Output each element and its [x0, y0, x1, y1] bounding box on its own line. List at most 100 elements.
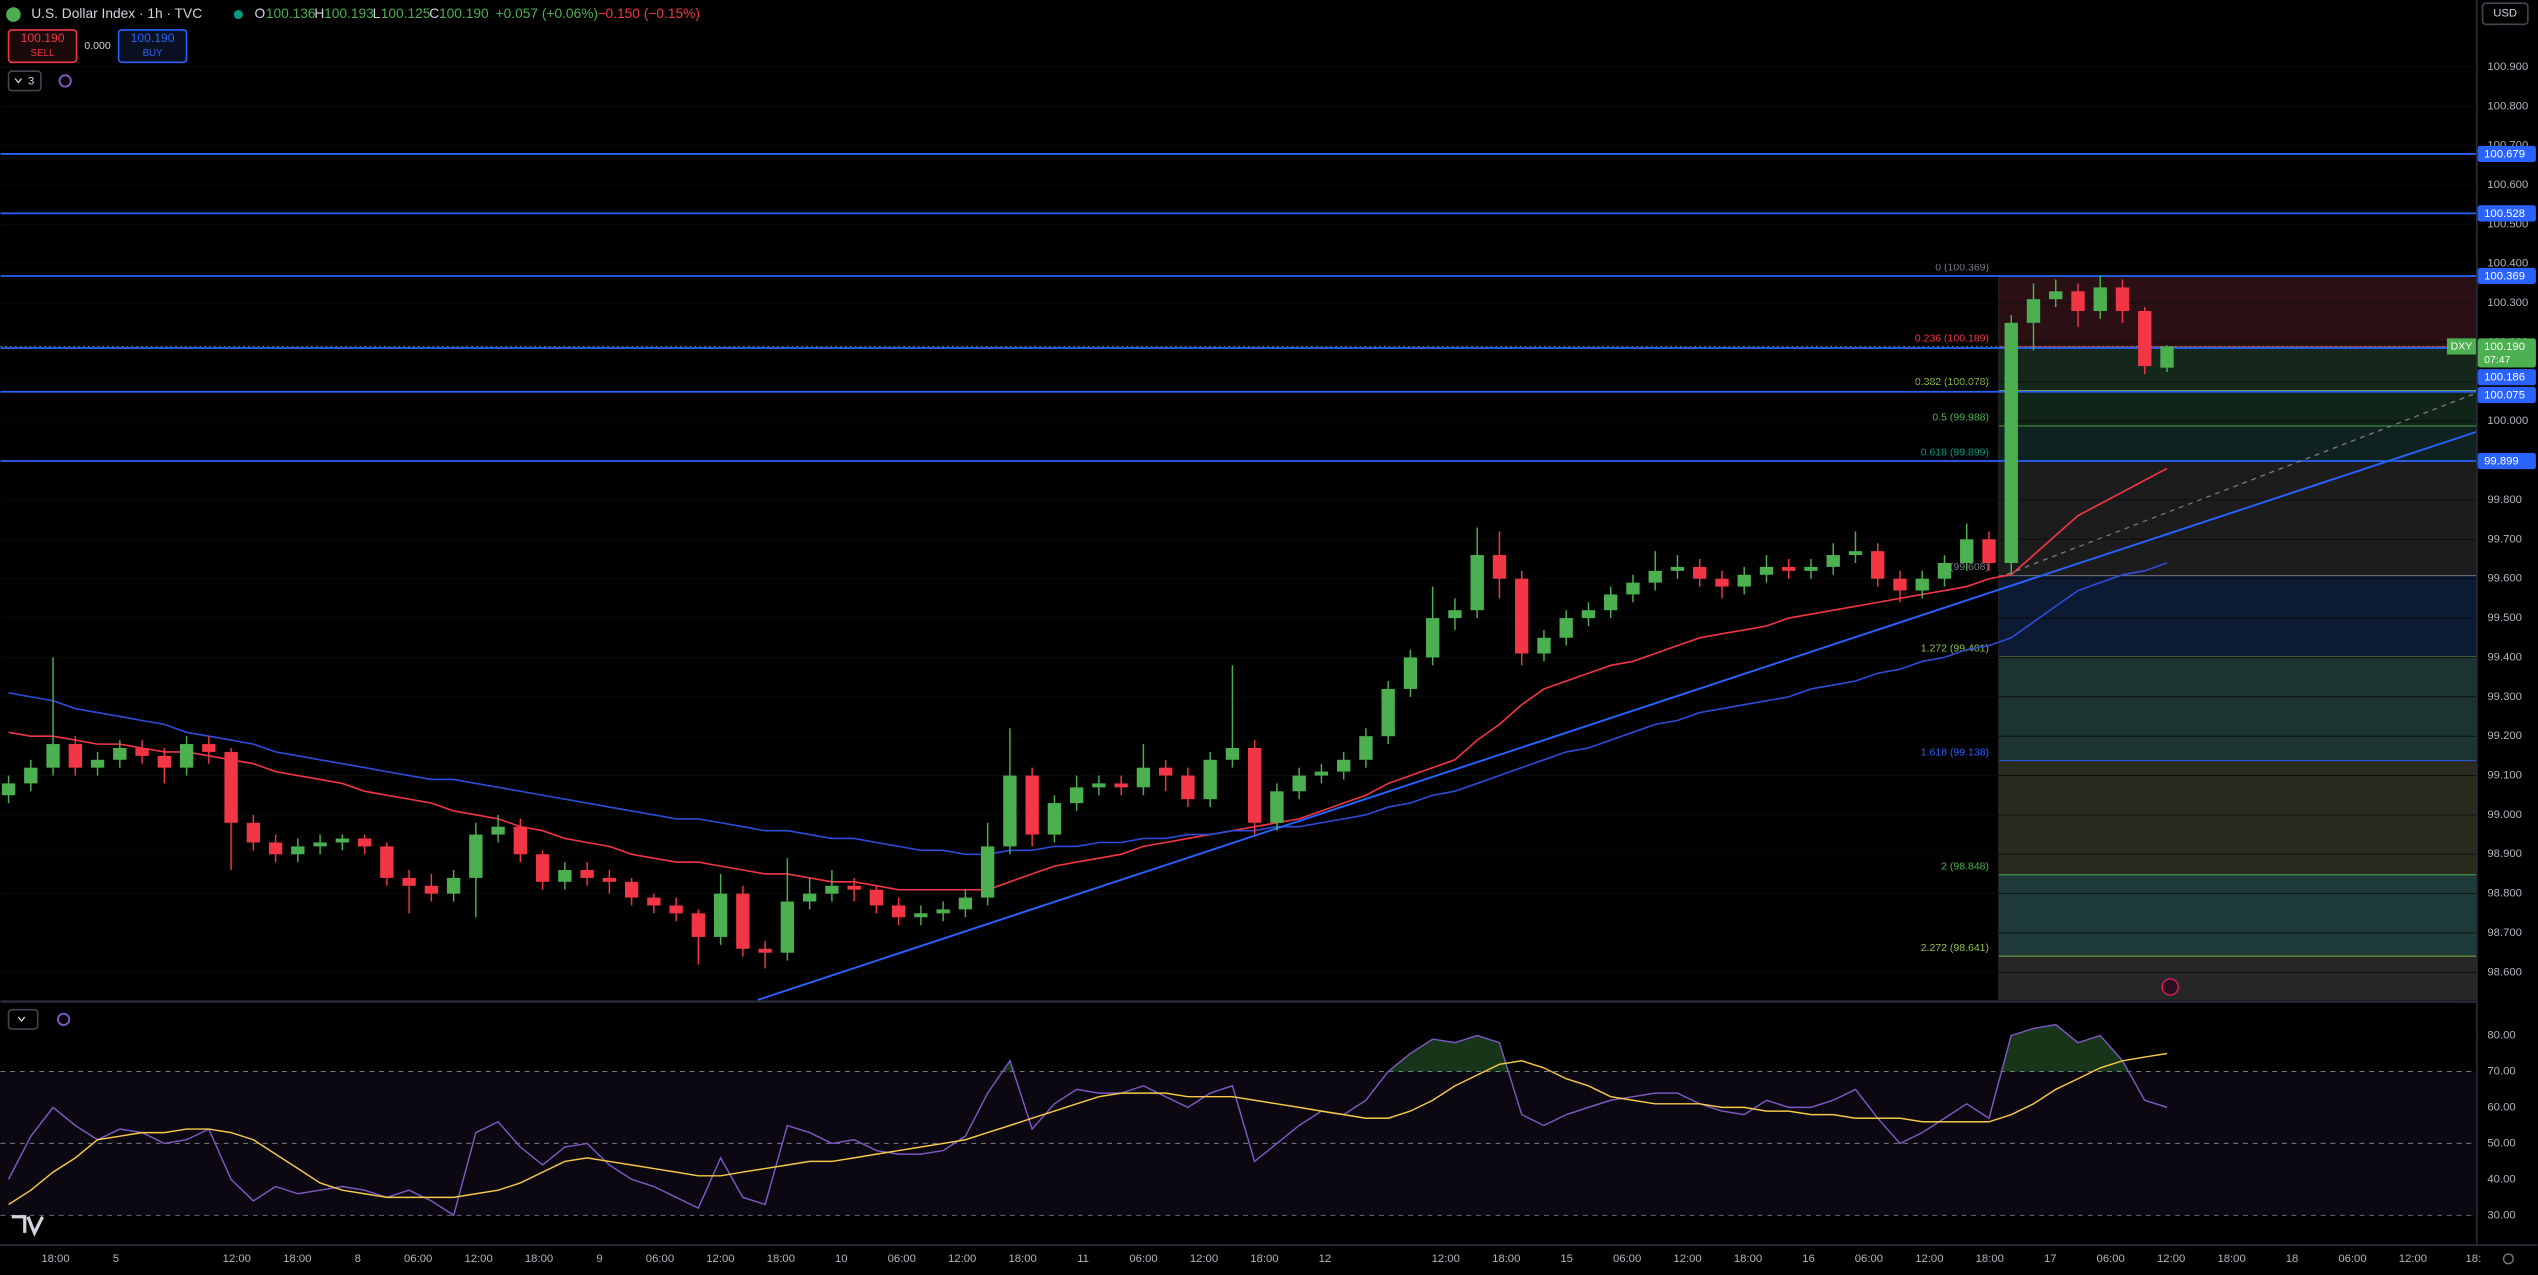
ohlc-low: 100.125 [381, 6, 431, 21]
price-tag [2477, 452, 2536, 470]
fib-label: 0.618 (99.899) [1921, 447, 1989, 459]
x-tick-label: 12 [1319, 1253, 1332, 1265]
candle-body [1804, 566, 1818, 571]
chevron-icon [14, 78, 23, 84]
candle-body [313, 842, 327, 847]
candle-body [335, 838, 350, 843]
candle-body [1114, 783, 1128, 788]
candle-body [914, 913, 928, 918]
spread: 0.000 [84, 40, 110, 52]
x-tick-label: 06:00 [2338, 1253, 2366, 1265]
candle-body [802, 893, 817, 902]
candle-body [1982, 539, 1996, 563]
y-tick-label: 98.900 [2487, 848, 2522, 860]
x-tick-label: 06:00 [1855, 1253, 1883, 1265]
market-status [233, 10, 243, 20]
settings-icon[interactable] [2502, 1253, 2514, 1265]
candle-body [1314, 771, 1329, 776]
candle-body [357, 838, 372, 847]
buy-price[interactable]: 100.190 [131, 31, 175, 45]
candle-body [90, 759, 105, 768]
currency-box[interactable] [2481, 2, 2529, 26]
x-tick-label: 12:00 [948, 1253, 976, 1265]
buy-button[interactable]: 100.190 BUY [117, 29, 188, 64]
symbol-tag [2446, 338, 2477, 355]
candle-body [1648, 570, 1662, 583]
fib-layer: 0 (100.369)0.236 (100.189)0.382 (100.078… [1915, 262, 2477, 1000]
price-tag-label: 100.528 [2484, 208, 2525, 220]
price-axis-bg [2477, 0, 2538, 1275]
candle-body [1181, 775, 1195, 800]
candle-body [1292, 775, 1306, 792]
candle-body [1470, 555, 1484, 611]
x-tick-label: 12:00 [1915, 1253, 1943, 1265]
x-tick-label: 18:00 [1008, 1253, 1036, 1265]
rsi-toggle[interactable] [7, 1008, 39, 1030]
rsi-average [8, 1052, 2168, 1206]
x-tick-label: 12:00 [1190, 1253, 1218, 1265]
trend-line [757, 431, 2477, 1001]
x-tick-label: 18:00 [1734, 1253, 1762, 1265]
indicator-icon [56, 1012, 71, 1026]
y-tick-label: 100.600 [2487, 179, 2528, 191]
candle-body [402, 877, 416, 886]
y-tick-label: 98.700 [2487, 927, 2522, 939]
current-price: 100.190 [2484, 341, 2525, 353]
candle-body [958, 897, 973, 910]
candle-body [224, 751, 238, 823]
event-icon[interactable] [2161, 978, 2179, 996]
candle-body [1960, 539, 1974, 563]
candle-body [2115, 287, 2130, 312]
price-layer [0, 66, 2477, 973]
sell-price[interactable]: 100.190 [21, 31, 65, 45]
price-tag [2477, 267, 2536, 285]
candle-body [1937, 562, 1952, 579]
indicator-toggle[interactable] [7, 70, 42, 92]
indicator-icon [58, 74, 72, 88]
x-tick-label: 18: [2466, 1253, 2482, 1265]
candle-body [1203, 759, 1217, 800]
candle-body [1225, 747, 1240, 760]
candle-body [936, 909, 950, 914]
symbol-title: U.S. Dollar Index · 1h · TVC [31, 6, 202, 21]
price-tag-label: 100.186 [2484, 372, 2525, 384]
fib-label: 1.618 (99.138) [1921, 746, 1989, 758]
buy-box[interactable] [117, 29, 188, 64]
y-tick-label: 99.800 [2487, 494, 2522, 506]
candle-body [869, 889, 884, 906]
rsi-pane [0, 1023, 2481, 1217]
candle-body [1693, 566, 1707, 579]
sell-label[interactable]: SELL [31, 48, 55, 59]
currency[interactable]: USD [2493, 8, 2517, 20]
y-tick-label: 100.000 [2487, 415, 2528, 427]
x-tick-label: 8 [355, 1253, 361, 1265]
candle-body [2026, 299, 2041, 323]
candle-body [1426, 618, 1440, 658]
rsi-tick-label: 80.00 [2487, 1030, 2515, 1042]
candle-body [1069, 787, 1084, 804]
ohlc-open-label: O [255, 6, 266, 21]
candle-body [535, 854, 550, 882]
ohlc-close-label: C [429, 6, 439, 21]
buy-label[interactable]: BUY [143, 48, 163, 59]
x-tick-label: 06:00 [888, 1253, 916, 1265]
ohlc-change: +0.057 (+0.06%) [496, 6, 598, 21]
y-tick-label: 99.700 [2487, 533, 2522, 545]
candle-body [157, 755, 172, 768]
candle-body [491, 826, 505, 835]
price-tag [2477, 369, 2536, 386]
moving-average [8, 467, 2168, 891]
x-tick-label: 12:00 [1673, 1253, 1701, 1265]
candle-body [2138, 311, 2152, 367]
fib-band [1998, 956, 2477, 1000]
sell-button[interactable]: 100.190 SELL [7, 29, 78, 64]
x-tick-label: 15 [1560, 1253, 1573, 1265]
candle-body [624, 881, 639, 898]
fib-band [1998, 275, 2477, 347]
x-tick-label: 18:00 [2217, 1253, 2245, 1265]
axes: 100.900100.800100.700100.600100.500100.4… [41, 61, 2536, 1265]
y-tick-label: 99.300 [2487, 691, 2522, 703]
fib-band [1998, 575, 2477, 658]
sell-box[interactable] [7, 29, 78, 64]
ohlc-close: 100.190 [439, 6, 489, 21]
